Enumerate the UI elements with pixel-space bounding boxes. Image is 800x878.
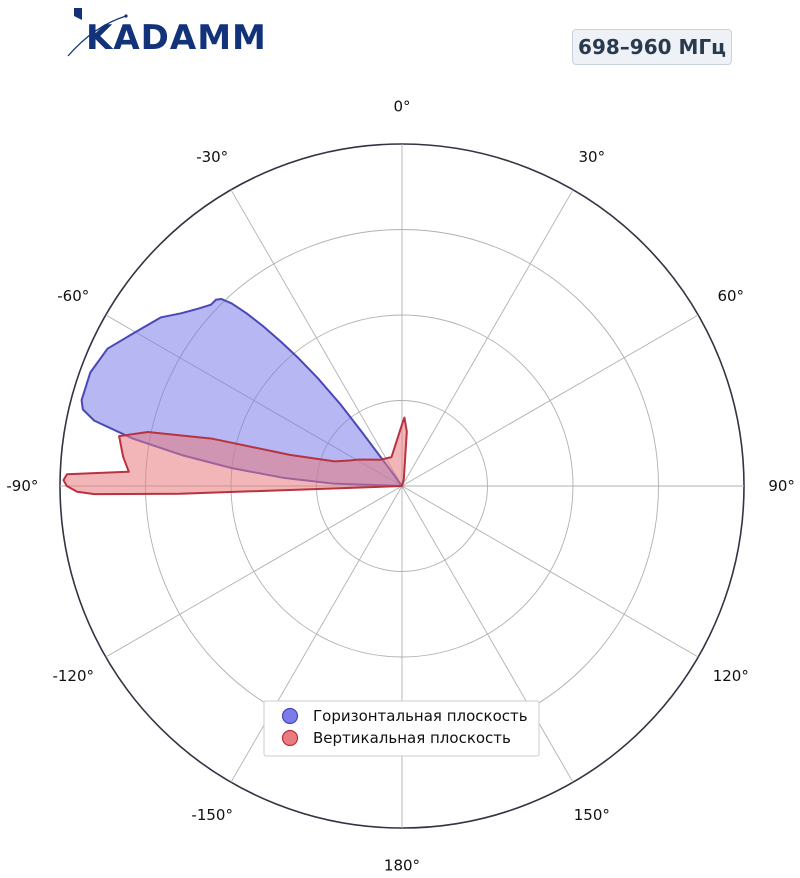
theta-tick-label: -30° xyxy=(196,148,228,166)
theta-grid-line xyxy=(401,314,699,487)
series-layer xyxy=(62,298,408,496)
legend-marker-vertical xyxy=(281,729,299,747)
legend-label-vertical: Вертикальная плоскость xyxy=(313,729,511,747)
theta-tick-label: 0° xyxy=(393,97,410,115)
theta-tick-label: -150° xyxy=(191,806,233,824)
theta-tick-label: 150° xyxy=(574,806,610,824)
legend-label-horizontal: Горизонтальная плоскость xyxy=(313,707,528,725)
logo-mark-icon xyxy=(67,8,128,57)
legend-marker-horizontal xyxy=(281,707,299,725)
theta-grid-line xyxy=(230,485,403,783)
theta-grid-line xyxy=(401,485,574,783)
series-vertical-lobe xyxy=(62,416,408,496)
brand-logo: KADAMM xyxy=(64,6,267,62)
theta-grid-line xyxy=(105,485,403,658)
theta-tick-labels: 0° 30° 60° 90° 120° 150° 180° -150° -120° -90° -60… xyxy=(6,97,795,874)
theta-tick-label: 120° xyxy=(713,667,749,685)
theta-tick-label: 60° xyxy=(717,287,744,305)
frequency-badge: 698–960 МГц xyxy=(572,29,732,65)
theta-grid-line xyxy=(401,485,699,658)
theta-grid-line xyxy=(230,189,403,487)
theta-tick-label: 30° xyxy=(579,148,606,166)
theta-grid-line xyxy=(401,189,574,487)
theta-tick-label: -60° xyxy=(57,287,89,305)
theta-tick-label: 90° xyxy=(768,477,795,495)
theta-tick-label: -90° xyxy=(6,477,38,495)
legend: Горизонтальная плоскость Вертикальная пл… xyxy=(263,700,540,757)
brand-name: KADAMM xyxy=(86,18,267,58)
theta-tick-label: -120° xyxy=(52,667,94,685)
legend-frame xyxy=(263,700,540,757)
theta-tick-label: 180° xyxy=(384,857,420,875)
